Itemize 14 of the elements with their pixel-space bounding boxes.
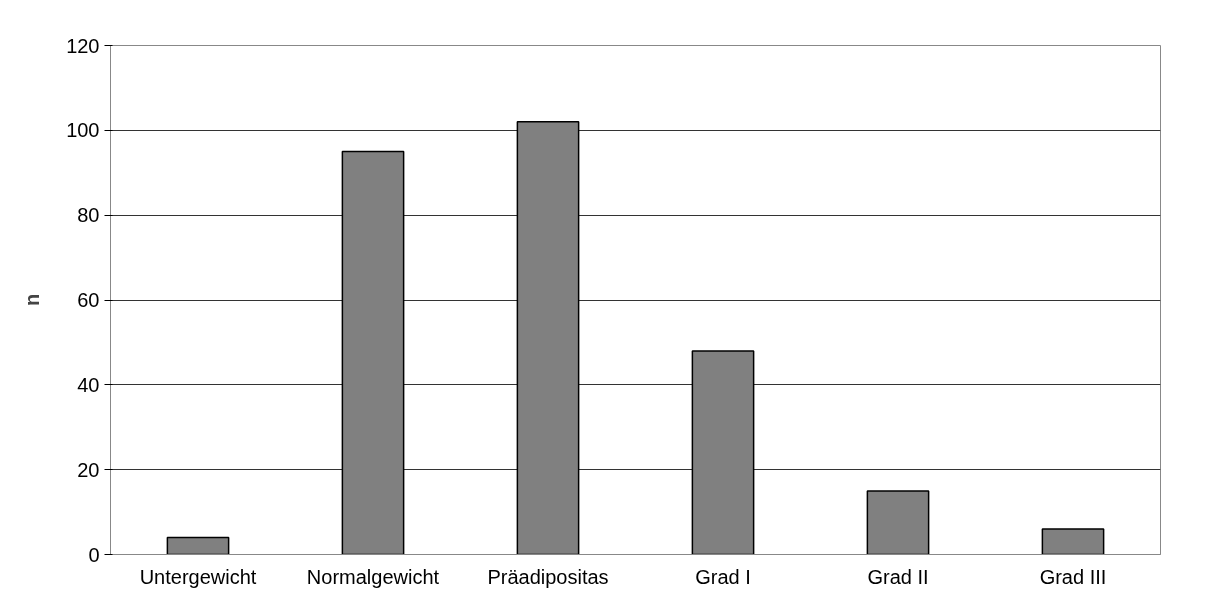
y-tick-label: 0: [88, 543, 100, 566]
x-tick-label: Grad II: [867, 565, 929, 588]
y-axis-title: n: [21, 293, 44, 307]
x-tick-label: Normalgewicht: [306, 565, 440, 588]
y-tick-label: 80: [77, 204, 100, 227]
x-tick-label: Grad I: [695, 565, 751, 588]
y-tick-label: 120: [66, 34, 100, 57]
y-tick-label: 20: [77, 458, 100, 481]
x-tick-label: Präadipositas: [487, 565, 609, 588]
x-tick-label: Untergewicht: [139, 565, 257, 588]
y-tick-label: 100: [66, 119, 100, 142]
y-tick-label: 60: [77, 289, 100, 311]
x-tick-label: Grad III: [1039, 565, 1107, 588]
y-tick-label: 40: [77, 373, 100, 396]
